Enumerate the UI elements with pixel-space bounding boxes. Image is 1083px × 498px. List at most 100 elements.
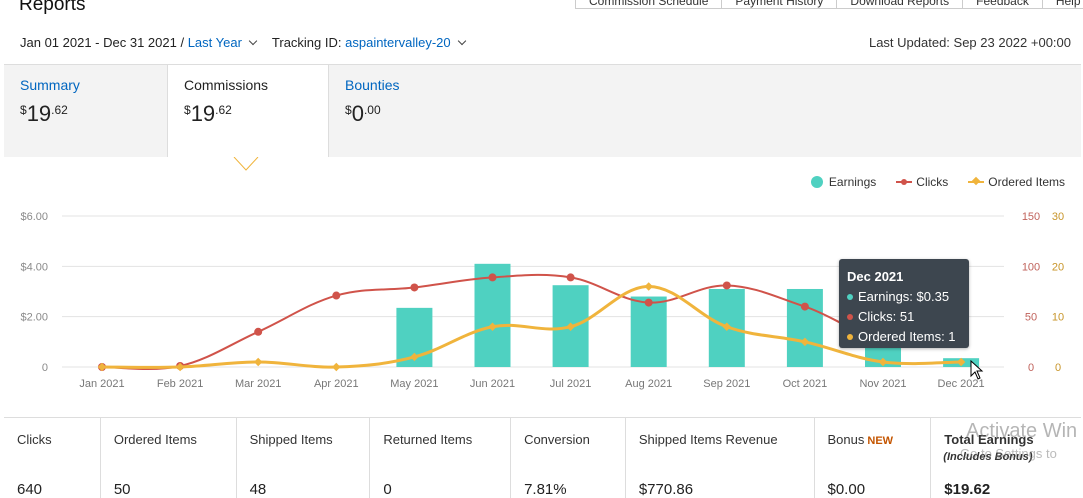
tab-bounties[interactable]: Bounties $0.00 <box>329 65 509 155</box>
x-axis-tick-label: Nov 2021 <box>859 378 906 390</box>
clicks-point <box>566 273 575 282</box>
ordered-items-point <box>175 362 185 372</box>
legend-ordered-label: Ordered Items <box>988 175 1065 189</box>
right-axis-ordered-tick-label: 30 <box>1052 211 1064 223</box>
tooltip-clicks-row: Clicks: 51 <box>847 309 914 324</box>
x-axis-tick-label: Mar 2021 <box>235 378 281 390</box>
x-axis-tick-label: Oct 2021 <box>783 378 828 390</box>
windows-activation-watermark: Activate Win <box>966 420 1078 442</box>
help-button[interactable]: Help <box>1041 0 1083 9</box>
clicks-point <box>332 291 341 300</box>
stat-ordered-items: Ordered Items 50 <box>101 418 237 498</box>
x-axis-tick-label: Dec 2021 <box>938 378 985 390</box>
legend-earnings-label: Earnings <box>828 175 877 189</box>
clicks-point <box>488 273 497 282</box>
payment-history-button[interactable]: Payment History <box>721 0 838 9</box>
earnings-bar <box>786 288 823 367</box>
report-panel: Summary $19.62 Commissions $19.62 Bounti… <box>4 64 1081 417</box>
x-axis-tick-label: Feb 2021 <box>157 378 203 390</box>
clicks-point <box>254 327 263 336</box>
active-tab-pointer <box>233 157 259 171</box>
left-axis-tick-label: 0 <box>42 362 48 374</box>
x-axis-tick-label: May 2021 <box>390 378 438 390</box>
x-axis-tick-label: Jun 2021 <box>470 378 515 390</box>
legend-earnings[interactable]: Earnings <box>810 175 877 189</box>
right-axis-clicks-tick-label: 50 <box>1025 312 1037 324</box>
x-axis-tick-label: Aug 2021 <box>625 378 672 390</box>
tab-summary-label: Summary <box>20 77 80 93</box>
right-axis-clicks-tick-label: 0 <box>1028 362 1034 374</box>
ordered-items-point <box>644 282 653 291</box>
ordered-items-point <box>97 362 107 372</box>
chart-tooltip: Dec 2021 Earnings: $0.35 Clicks: 51 Orde… <box>839 259 969 348</box>
right-axis-ordered-tick-label: 20 <box>1052 261 1064 273</box>
left-axis-tick-label: $2.00 <box>20 312 48 324</box>
feedback-button[interactable]: Feedback <box>962 0 1043 9</box>
right-axis-ordered-tick-label: 0 <box>1055 362 1061 374</box>
report-actions: Commission Schedule Payment History Down… <box>575 0 1083 9</box>
ordered-items-point <box>488 322 497 331</box>
clicks-point <box>644 298 653 307</box>
x-axis-tick-label: Jul 2021 <box>550 378 592 390</box>
date-preset-dropdown[interactable]: Last Year <box>187 35 242 50</box>
tooltip-ordered-row: Ordered Items: 1 <box>847 329 956 344</box>
commission-schedule-button[interactable]: Commission Schedule <box>575 0 723 9</box>
chevron-down-icon[interactable] <box>457 36 466 46</box>
page-title: Reports <box>19 0 86 15</box>
right-axis-clicks-tick-label: 100 <box>1022 261 1040 273</box>
x-axis-tick-label: Sep 2021 <box>703 378 750 390</box>
legend-clicks[interactable]: Clicks <box>896 175 948 189</box>
clicks-point <box>410 283 419 292</box>
clicks-line <box>101 273 962 371</box>
tracking-id-dropdown[interactable]: aspaintervalley-20 <box>345 35 451 50</box>
chart-legend: Earnings Clicks Ordered Items <box>791 175 1065 189</box>
stat-bonus: Bonus NEW $0.00 <box>815 418 932 498</box>
stat-shipped-revenue: Shipped Items Revenue $770.86 <box>626 418 815 498</box>
legend-ordered-swatch <box>968 176 985 187</box>
left-axis-tick-label: $6.00 <box>20 211 48 223</box>
legend-earnings-swatch <box>810 176 823 188</box>
clicks-point <box>722 281 731 290</box>
windows-activation-hint: Go to Settings to <box>960 446 1057 461</box>
tab-bounties-amount: $0.00 <box>345 101 381 126</box>
ordered-items-line <box>101 284 962 369</box>
clicks-point <box>800 302 809 311</box>
stats-bar: Clicks 640 Ordered Items 50 Shipped Item… <box>4 417 1081 498</box>
tab-summary[interactable]: Summary $19.62 <box>4 65 166 155</box>
stat-total-earnings: Total Earnings (Includes Bonus) $19.62 <box>943 432 1034 498</box>
last-updated-text: Last Updated: Sep 23 2022 +00:00 <box>868 35 1071 50</box>
tab-commissions-label: Commissions <box>184 77 269 93</box>
filter-row: Jan 01 2021 - Dec 31 2021 / Last Year Tr… <box>20 35 469 50</box>
ordered-items-point <box>722 322 732 331</box>
x-axis-tick-label: Jan 2021 <box>79 378 124 390</box>
right-axis-ordered-tick-label: 10 <box>1052 312 1064 324</box>
performance-chart: 0 0 0 $2.00 50 10 $4.00 100 20 $6.00 150 30 Jan 2021… <box>20 211 1064 390</box>
stat-clicks: Clicks 640 <box>4 418 101 498</box>
tab-commissions-amount: $19.62 <box>184 101 232 126</box>
earnings-bar <box>630 296 667 367</box>
tooltip-earnings-row: Earnings: $0.35 <box>847 289 949 304</box>
legend-clicks-label: Clicks <box>916 175 949 189</box>
new-badge: NEW <box>867 435 894 447</box>
x-axis-tick-label: Apr 2021 <box>314 378 359 390</box>
mouse-cursor-icon <box>970 360 984 380</box>
tracking-label: Tracking ID: <box>271 35 342 50</box>
ordered-items-point <box>410 352 419 362</box>
date-range-text: Jan 01 2021 - Dec 31 2021 / <box>20 35 185 50</box>
chevron-down-icon[interactable] <box>248 36 258 46</box>
stat-conversion: Conversion 7.81% <box>511 418 626 498</box>
ordered-items-point <box>253 357 263 367</box>
stat-shipped-items: Shipped Items 48 <box>237 418 371 498</box>
stat-returned-items: Returned Items 0 <box>370 418 512 498</box>
download-reports-button[interactable]: Download Reports <box>836 0 964 9</box>
tooltip-title: Dec 2021 <box>847 269 904 284</box>
tab-summary-amount: $19.62 <box>20 101 68 126</box>
legend-ordered[interactable]: Ordered Items <box>968 175 1065 189</box>
right-axis-clicks-tick-label: 150 <box>1022 211 1040 223</box>
tab-bounties-label: Bounties <box>345 77 400 93</box>
ordered-items-point <box>332 362 341 372</box>
legend-clicks-swatch <box>896 177 913 187</box>
left-axis-tick-label: $4.00 <box>20 261 48 273</box>
ordered-items-point <box>566 322 575 331</box>
tab-commissions[interactable]: Commissions $19.62 <box>167 65 329 158</box>
